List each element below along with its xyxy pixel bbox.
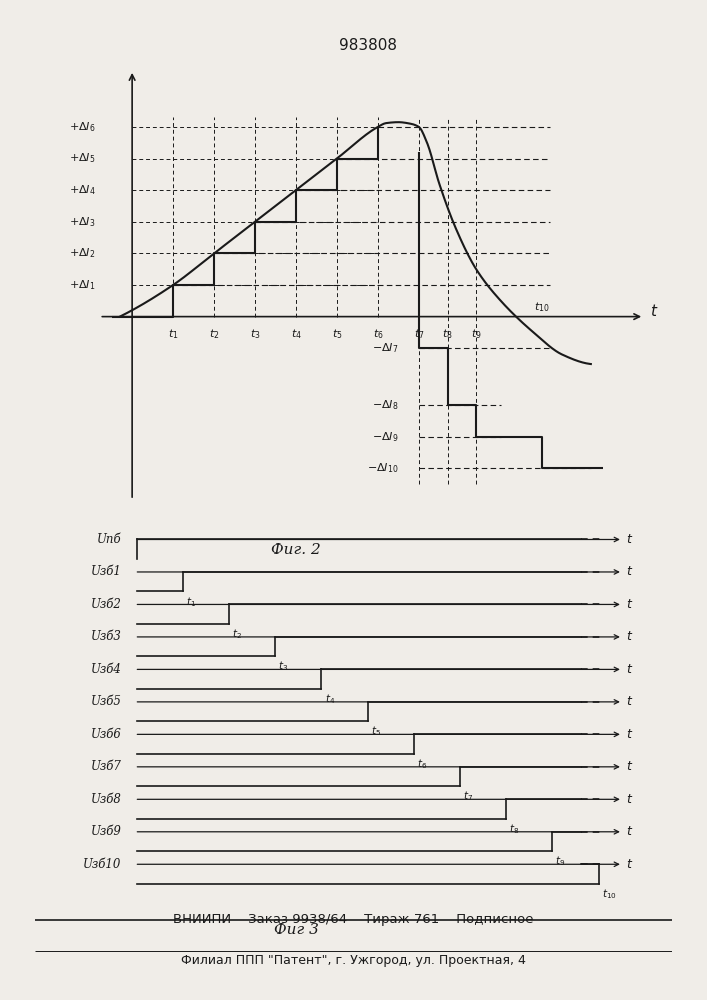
Text: $t_{2}$: $t_{2}$	[232, 627, 242, 641]
Text: ВНИИПИ    Заказ 9938/64    Тираж 761    Подписное: ВНИИПИ Заказ 9938/64 Тираж 761 Подписное	[173, 913, 534, 926]
Text: Uзб5: Uзб5	[90, 695, 122, 708]
Text: $+\Delta I_4$: $+\Delta I_4$	[69, 183, 95, 197]
Text: Фиг 3: Фиг 3	[274, 923, 319, 937]
Text: $t_{7}$: $t_{7}$	[463, 790, 473, 803]
Text: $-\Delta I_{10}$: $-\Delta I_{10}$	[367, 461, 398, 475]
Text: $t_{9}$: $t_{9}$	[556, 855, 566, 868]
Text: $t_5$: $t_5$	[332, 327, 342, 341]
Text: Uзб1: Uзб1	[90, 565, 122, 578]
Text: $t_6$: $t_6$	[373, 327, 383, 341]
Text: Фиг. 2: Фиг. 2	[271, 543, 321, 557]
Text: $t_{10}$: $t_{10}$	[534, 300, 549, 314]
Text: Uзб7: Uзб7	[90, 760, 122, 773]
Text: $t$: $t$	[626, 565, 633, 578]
Text: $t_{1}$: $t_{1}$	[186, 595, 196, 609]
Text: $t$: $t$	[626, 533, 633, 546]
Text: $t$: $t$	[626, 793, 633, 806]
Text: $+\Delta I_6$: $+\Delta I_6$	[69, 120, 95, 134]
Text: $-\Delta I_7$: $-\Delta I_7$	[372, 341, 398, 355]
Text: $t_{6}$: $t_{6}$	[417, 757, 427, 771]
Text: $t$: $t$	[626, 825, 633, 838]
Text: $t_{10}$: $t_{10}$	[602, 887, 617, 901]
Text: $t_{4}$: $t_{4}$	[325, 692, 335, 706]
Text: Uзб3: Uзб3	[90, 630, 122, 643]
Text: Uзб4: Uзб4	[90, 663, 122, 676]
Text: $+\Delta I_5$: $+\Delta I_5$	[69, 152, 95, 165]
Text: $t$: $t$	[626, 663, 633, 676]
Text: $t$: $t$	[626, 858, 633, 871]
Text: $t_{3}$: $t_{3}$	[279, 660, 288, 673]
Text: $t_9$: $t_9$	[471, 327, 481, 341]
Text: Филиал ППП "Патент", г. Ужгород, ул. Проектная, 4: Филиал ППП "Патент", г. Ужгород, ул. Про…	[181, 954, 526, 967]
Text: $+\Delta I_3$: $+\Delta I_3$	[69, 215, 95, 229]
Text: Uзб6: Uзб6	[90, 728, 122, 741]
Text: $+\Delta I_2$: $+\Delta I_2$	[69, 246, 95, 260]
Text: 983808: 983808	[339, 38, 397, 53]
Text: $t$: $t$	[626, 728, 633, 741]
Text: $t_1$: $t_1$	[168, 327, 178, 341]
Text: Uзб2: Uзб2	[90, 598, 122, 611]
Text: $+\Delta I_1$: $+\Delta I_1$	[69, 278, 95, 292]
Text: $t$: $t$	[626, 630, 633, 643]
Text: $t_3$: $t_3$	[250, 327, 260, 341]
Text: $t_2$: $t_2$	[209, 327, 219, 341]
Text: $t_4$: $t_4$	[291, 327, 301, 341]
Text: Uзб8: Uзб8	[90, 793, 122, 806]
Text: $-\Delta I_8$: $-\Delta I_8$	[372, 398, 398, 412]
Text: $t$: $t$	[650, 303, 659, 319]
Text: $t$: $t$	[626, 760, 633, 773]
Text: $t$: $t$	[626, 598, 633, 611]
Text: $t_8$: $t_8$	[442, 327, 453, 341]
Text: $t_{5}$: $t_{5}$	[370, 725, 381, 738]
Text: Uпб: Uпб	[97, 533, 122, 546]
Text: $-\Delta I_9$: $-\Delta I_9$	[372, 430, 398, 444]
Text: $t$: $t$	[626, 695, 633, 708]
Text: Uзб9: Uзб9	[90, 825, 122, 838]
Text: Uзб10: Uзб10	[83, 858, 122, 871]
Text: $t_{8}$: $t_{8}$	[509, 822, 520, 836]
Text: $t_7$: $t_7$	[414, 327, 424, 341]
